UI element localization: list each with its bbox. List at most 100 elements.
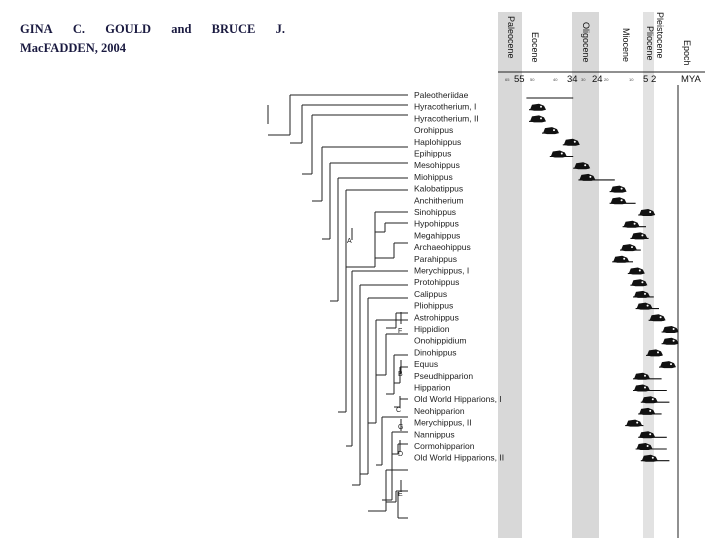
epoch-eocene: Eocene — [530, 32, 540, 63]
minor-tick-65: 65 — [505, 77, 510, 82]
pliocene-band — [643, 12, 654, 538]
taxon-label: Hypohippus — [414, 219, 459, 229]
horse-skull-icon — [626, 419, 643, 427]
citation-word: C. — [72, 22, 86, 36]
horse-skull-icon — [639, 431, 656, 439]
taxon-label: Sinohippus — [414, 207, 456, 217]
citation-line-1: GINA C. GOULD and BRUCE J. — [20, 20, 285, 39]
citation-word: GINA — [20, 22, 53, 36]
minor-tick-50: 50 — [530, 77, 535, 82]
node-ticks — [351, 228, 402, 492]
taxon-label: Hipparion — [414, 383, 451, 393]
horse-skull-icon — [662, 326, 679, 333]
taxon-label: Hippidion — [414, 324, 450, 334]
taxon-label: Onohippidium — [414, 336, 466, 346]
axis-label-mya: MYA — [681, 74, 702, 85]
horse-skull-icon — [636, 302, 653, 310]
paleocene-band — [498, 12, 522, 538]
horse-skull-icon — [610, 185, 627, 193]
node-label-e: E — [398, 491, 403, 498]
epoch-miocene: Miocene — [621, 28, 631, 62]
major-tick-24: 24 — [592, 74, 603, 85]
taxon-label: Orohippus — [414, 125, 453, 135]
taxon-label: Pseudhipparion — [414, 371, 473, 381]
taxon-label: Hyracotherium, I — [414, 102, 476, 112]
minor-tick-20: 20 — [604, 77, 609, 82]
horse-skull-icon — [574, 162, 591, 170]
taxon-label: Equus — [414, 359, 438, 369]
epoch-pliocene: Pliocene — [645, 26, 655, 61]
horse-skull-icon — [563, 138, 580, 146]
node-label-f: F — [398, 328, 402, 335]
minor-tick-10: 10 — [629, 77, 634, 82]
taxon-label: Parahippus — [414, 254, 457, 264]
taxon-label: Old World Hipparions, I — [414, 394, 502, 404]
node-label-c: C — [396, 407, 401, 414]
horse-skull-icon — [660, 361, 676, 369]
minor-tick-30: 30 — [581, 77, 586, 82]
minor-tick-40: 40 — [553, 77, 558, 82]
epoch-column-header: Epoch — [682, 40, 692, 66]
taxon-label: Haplohippus — [414, 137, 461, 147]
citation-word: GOULD — [105, 22, 152, 36]
major-tick-34: 34 — [567, 74, 578, 85]
node-label-g: G — [398, 424, 403, 431]
horse-skull-icon — [579, 173, 596, 181]
horse-skull-icon — [621, 244, 637, 252]
taxon-label: Neohipparion — [414, 406, 465, 416]
horse-skull-icon — [530, 103, 546, 111]
horse-skull-icon — [647, 349, 663, 357]
horse-skull-icon — [613, 255, 630, 263]
citation: GINA C. GOULD and BRUCE J. MacFADDEN, 20… — [20, 20, 285, 58]
taxon-label: Archaeohippus — [414, 242, 471, 252]
taxon-label: Protohippus — [414, 277, 459, 287]
taxon-label: Mesohippus — [414, 160, 460, 170]
citation-word: BRUCE — [211, 22, 256, 36]
node-label-d: D — [398, 451, 403, 458]
horse-skull-icon — [623, 220, 640, 228]
horse-skull-icon — [631, 279, 648, 287]
taxon-label: Cormohipparion — [414, 441, 475, 451]
horse-skull-icon — [636, 443, 653, 450]
horse-skull-icon — [550, 150, 567, 158]
citation-word: and — [171, 22, 192, 36]
horse-skull-icon — [530, 115, 546, 123]
horse-skull-icon — [639, 407, 656, 415]
taxon-label: Merychippus, I — [414, 266, 469, 276]
taxa-layer: Paleotheriidae Hyracotherium, IHyracother… — [414, 90, 679, 463]
taxon-label: Merychippus, II — [414, 418, 472, 428]
horse-skull-icon — [662, 337, 679, 345]
major-tick-55: 55 — [514, 74, 525, 85]
horse-skull-icon — [641, 454, 658, 462]
horse-skull-icon — [543, 127, 559, 135]
cladogram — [267, 94, 408, 519]
taxon-label: Epihippus — [414, 149, 451, 159]
node-label-b: B — [398, 371, 403, 378]
node-label-a: A — [347, 238, 352, 245]
horse-skull-icon — [634, 290, 650, 298]
oligocene-band — [572, 12, 599, 538]
taxon-label: Old World Hipparions, II — [414, 453, 504, 463]
taxon-label: Astrohippus — [414, 312, 459, 322]
major-tick-5: 5 — [643, 74, 648, 85]
epoch-oligocene: Oligocene — [581, 22, 591, 63]
horse-skull-icon — [631, 232, 648, 240]
taxon-label: Calippus — [414, 289, 447, 299]
taxon-label: Megahippus — [414, 230, 460, 240]
horse-skull-icon — [649, 314, 666, 322]
taxon-label: Paleotheriidae — [414, 90, 469, 100]
horse-skull-icon — [634, 372, 650, 380]
citation-word: J. — [275, 22, 285, 36]
major-tick-2: 2 — [651, 74, 656, 85]
citation-line-2: MacFADDEN, 2004 — [20, 41, 126, 55]
horse-skull-icon — [634, 384, 650, 392]
taxon-label: Miohippus — [414, 172, 453, 182]
horse-skull-icon — [610, 197, 627, 205]
taxon-label: Hyracotherium, II — [414, 113, 479, 123]
taxon-label: Pliohippus — [414, 301, 453, 311]
horse-skull-icon — [641, 396, 658, 404]
taxon-label: Anchitherium — [414, 195, 464, 205]
horse-skull-icon — [639, 209, 656, 216]
taxon-label: Kalobatippus — [414, 184, 463, 194]
